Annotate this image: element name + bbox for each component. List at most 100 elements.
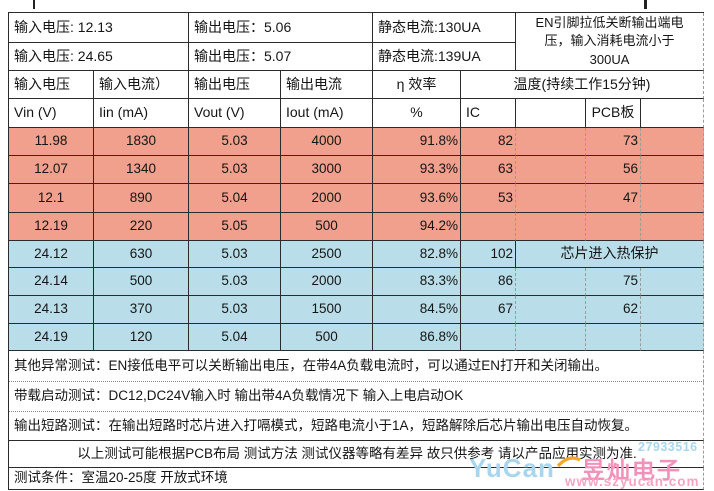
cell-pcb-temperature: 47 <box>586 184 641 213</box>
header-efficiency: η 效率 <box>373 71 461 99</box>
cell-temp-spacer <box>516 128 586 156</box>
header-unit-vin: Vin (V) <box>9 99 94 128</box>
cell-iin: 630 <box>94 241 189 268</box>
cell-iin: 220 <box>94 213 189 241</box>
cell-iout: 2000 <box>281 268 373 296</box>
cell-iout: 500 <box>281 324 373 351</box>
cell-ic-temperature: 82 <box>461 128 516 156</box>
cell-vin: 24.13 <box>9 296 94 324</box>
en-pin-shutdown-note: EN引脚拉低关断输出端电压，输入消耗电流小于300UA <box>516 13 704 71</box>
cell-vin: 12.19 <box>9 213 94 241</box>
header-input-current: 输入电流） <box>94 71 189 99</box>
cell-vout: 5.03 <box>189 296 281 324</box>
cell-temp-spacer <box>641 128 704 156</box>
cell-vout: 5.03 <box>189 156 281 184</box>
cell-temp-spacer <box>516 268 586 296</box>
cell-vout: 5.05 <box>189 213 281 241</box>
header-output-current: 输出电流 <box>281 71 373 99</box>
cell-temp-spacer <box>516 213 586 241</box>
cell-pcb-temperature: 73 <box>586 128 641 156</box>
header-temperature: 温度(持续工作15分钟) <box>461 71 704 99</box>
summary-input-voltage-12v: 输入电压: 12.13 <box>9 13 189 43</box>
cell-temp-spacer <box>641 296 704 324</box>
cell-ic-temperature: 53 <box>461 184 516 213</box>
cropped-text-artifact-left <box>33 0 35 9</box>
summary-input-voltage-24v: 输入电压: 24.65 <box>9 43 189 71</box>
cell-temp-spacer <box>516 324 586 351</box>
cell-temp-spacer <box>516 156 586 184</box>
cropped-text-artifact-right <box>644 0 647 9</box>
cell-vin: 24.12 <box>9 241 94 268</box>
note-load-startup-test: 带载启动测试：DC12,DC24V输入时 输出带4A负载情况下 输入上电启动OK <box>9 382 704 412</box>
cell-ic-temperature: 63 <box>461 156 516 184</box>
cell-temp-spacer <box>641 324 704 351</box>
cell-thermal-protection-note: 芯片进入热保护 <box>516 241 704 268</box>
cell-pcb-temperature: 62 <box>586 296 641 324</box>
cell-temp-spacer <box>641 184 704 213</box>
cell-vout: 5.03 <box>189 128 281 156</box>
note-disclaimer: 以上测试可能根据PCB布局 测试方法 测试仪器等略有差异 故只供参考 请以产品应… <box>9 441 704 468</box>
cell-vin: 11.98 <box>9 128 94 156</box>
header-temp-spacer-2 <box>641 99 704 128</box>
summary-output-voltage-12v: 输出电压：5.06 <box>189 13 373 43</box>
cell-ic-temperature: 67 <box>461 296 516 324</box>
note-abnormal-test: 其他异常测试：EN接低电平可以关断输出电压，在带4A负载电流时，可以通过EN打开… <box>9 351 704 382</box>
cell-iin: 500 <box>94 268 189 296</box>
cell-pcb-temperature <box>586 324 641 351</box>
cell-pcb-temperature: 56 <box>586 156 641 184</box>
cell-ic-temperature: 102 <box>461 241 516 268</box>
cell-iout: 4000 <box>281 128 373 156</box>
cell-pcb-temperature: 75 <box>586 268 641 296</box>
cell-efficiency: 93.3% <box>373 156 461 184</box>
header-temp-spacer-1 <box>516 99 586 128</box>
cell-temp-spacer <box>641 156 704 184</box>
cell-efficiency: 86.8% <box>373 324 461 351</box>
cell-iout: 2500 <box>281 241 373 268</box>
summary-quiescent-current-12v: 静态电流:130UA <box>373 13 516 43</box>
cell-iout: 1500 <box>281 296 373 324</box>
cell-ic-temperature <box>461 324 516 351</box>
summary-quiescent-current-24v: 静态电流:139UA <box>373 43 516 71</box>
cell-iin: 1340 <box>94 156 189 184</box>
cell-efficiency: 93.6% <box>373 184 461 213</box>
cell-efficiency: 84.5% <box>373 296 461 324</box>
cell-vin: 24.19 <box>9 324 94 351</box>
summary-output-voltage-24v: 输出电压：5.07 <box>189 43 373 71</box>
test-report-table: 输入电压: 12.13 输出电压：5.06 静态电流:130UA EN引脚拉低关… <box>8 12 704 490</box>
cell-iin: 890 <box>94 184 189 213</box>
header-unit-iin: Iin (mA) <box>94 99 189 128</box>
cell-vout: 5.03 <box>189 268 281 296</box>
cell-efficiency: 83.3% <box>373 268 461 296</box>
header-unit-eff: % <box>373 99 461 128</box>
cell-pcb-temperature <box>586 213 641 241</box>
cell-iin: 1830 <box>94 128 189 156</box>
cell-vout: 5.04 <box>189 324 281 351</box>
cell-temp-spacer <box>641 268 704 296</box>
cell-vout: 5.03 <box>189 241 281 268</box>
header-output-voltage: 输出电压 <box>189 71 281 99</box>
cell-iout: 2000 <box>281 184 373 213</box>
cell-ic-temperature: 86 <box>461 268 516 296</box>
header-input-voltage: 输入电压 <box>9 71 94 99</box>
cell-iin: 120 <box>94 324 189 351</box>
cell-vout: 5.04 <box>189 184 281 213</box>
header-unit-ic: IC <box>461 99 516 128</box>
header-unit-iout: Iout (mA) <box>281 99 373 128</box>
cell-ic-temperature <box>461 213 516 241</box>
cell-vin: 24.14 <box>9 268 94 296</box>
cell-efficiency: 82.8% <box>373 241 461 268</box>
cell-efficiency: 91.8% <box>373 128 461 156</box>
cell-temp-spacer <box>516 296 586 324</box>
note-short-circuit-test: 输出短路测试：在输出短路时芯片进入打嗝模式，短路电流小于1A，短路解除后芯片输出… <box>9 412 704 441</box>
cell-iin: 370 <box>94 296 189 324</box>
header-unit-vout: Vout (V) <box>189 99 281 128</box>
cell-temp-spacer <box>516 184 586 213</box>
cell-temp-spacer <box>641 213 704 241</box>
cell-iout: 3000 <box>281 156 373 184</box>
cell-iout: 500 <box>281 213 373 241</box>
cell-vin: 12.07 <box>9 156 94 184</box>
note-test-conditions: 测试条件：室温20-25度 开放式环境 <box>9 468 704 490</box>
cell-efficiency: 94.2% <box>373 213 461 241</box>
cell-vin: 12.1 <box>9 184 94 213</box>
